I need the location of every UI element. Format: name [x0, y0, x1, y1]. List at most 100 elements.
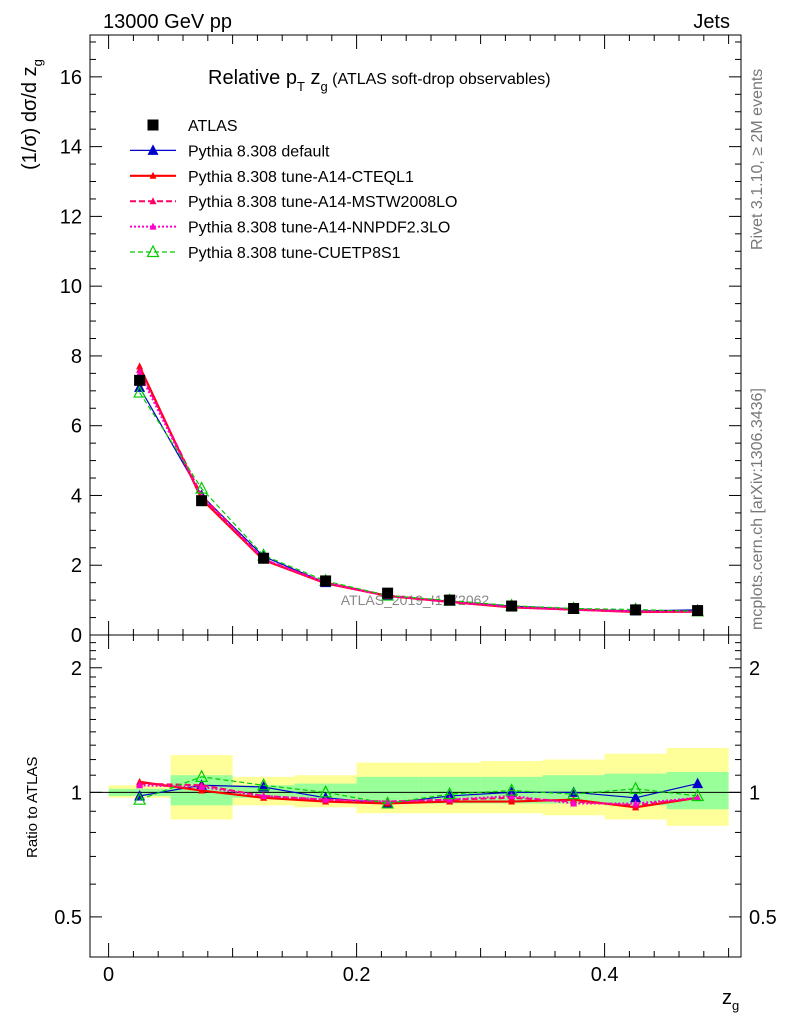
- point-cuetp8s1-9: [691, 788, 705, 802]
- point-default-9: [692, 777, 704, 789]
- main-y-axis-title-main: (1/σ) dσ/d z: [19, 66, 41, 170]
- panel-title-sub1: T: [297, 79, 305, 94]
- point-atlas-2: [258, 552, 270, 564]
- main-ytick-label: 0: [71, 625, 82, 647]
- main-ytick-label: 12: [60, 206, 82, 228]
- point-cuetp8s1-0: [133, 792, 147, 805]
- point-cuetp8s1-5: [443, 786, 457, 800]
- legend-label-cuetp8s1: Pythia 8.308 tune-CUETP8S1: [188, 245, 401, 262]
- ratio-ytick-label-right: 2: [749, 658, 760, 680]
- x-axis-title-main: z: [722, 987, 732, 1009]
- point-cuetp8s1-1: [195, 769, 209, 782]
- x-axis-title: zg: [722, 987, 739, 1013]
- point-default-2: [258, 781, 270, 792]
- point-atlas-9: [692, 605, 704, 617]
- point-cuetp8s1-7: [567, 786, 581, 800]
- legend-marker-atlas: [147, 119, 159, 131]
- ratio-ytick-label-right: 0.5: [749, 907, 777, 929]
- point-cuetp8s1-4: [381, 796, 395, 809]
- ratio-xtick-label: 0: [103, 964, 114, 986]
- x-axis-title-sub: g: [732, 998, 739, 1013]
- legend-marker-cuetp8s1: [146, 244, 160, 258]
- point-cuetp8s1-1: [195, 481, 209, 494]
- series-line-cteql1: [139, 780, 698, 809]
- main-ytick-label: 10: [60, 276, 82, 298]
- point-atlas-7: [568, 602, 580, 614]
- ratio-uncertainty-bands: [90, 747, 741, 826]
- main-ytick-label: 8: [71, 346, 82, 368]
- point-cuetp8s1-6: [505, 783, 519, 796]
- panel-title-main: Relative p: [208, 67, 297, 89]
- point-nnpdf-8: [632, 799, 640, 807]
- point-nnpdf-1: [198, 783, 206, 791]
- panel-title-rest: (ATLAS soft-drop observables): [328, 71, 551, 88]
- point-nnpdf-7: [570, 799, 578, 807]
- point-nnpdf-9: [694, 793, 702, 801]
- analysis-watermark: ATLAS_2019_I1772062: [341, 592, 490, 608]
- legend-label-nnpdf: Pythia 8.308 tune-A14-NNPDF2.3LO: [188, 220, 450, 237]
- point-atlas-5: [444, 594, 456, 606]
- point-cuetp8s1-3: [319, 785, 333, 798]
- point-cteql1-6: [508, 797, 516, 805]
- point-nnpdf-0: [136, 369, 144, 377]
- main-y-axis-title-sub: g: [30, 59, 45, 66]
- main-series-lines: [133, 362, 705, 617]
- ratio-frame: [89, 634, 742, 958]
- panel-title: Relative pT zg (ATLAS soft-drop observab…: [208, 67, 551, 94]
- series-line-nnpdf: [138, 372, 698, 613]
- ratio-ytick-label-left: 1: [71, 782, 82, 804]
- main-ytick-label: 14: [60, 137, 82, 159]
- panel-title-mid: z: [305, 67, 321, 89]
- point-cuetp8s1-0: [133, 385, 147, 398]
- ratio-series-lines: [133, 769, 705, 811]
- panel-title-sub2: g: [320, 79, 327, 94]
- legend-label-cteql1: Pythia 8.308 tune-A14-CTEQL1: [188, 169, 414, 186]
- point-default-6: [506, 786, 518, 797]
- ratio-xtick-label: 0.4: [591, 964, 619, 986]
- legend-marker-nnpdf: [149, 222, 157, 230]
- point-atlas-0: [134, 374, 146, 386]
- series-line-cuetp8s1: [139, 392, 698, 612]
- point-atlas-6: [506, 600, 518, 612]
- legend: ATLAS Pythia 8.308 default Pythia 8.308 tu…: [130, 118, 457, 262]
- point-atlas-1: [196, 495, 208, 507]
- main-ytick-label: 2: [71, 555, 82, 577]
- point-cteql1-1: [198, 786, 206, 794]
- main-ytick-label: 16: [60, 67, 82, 89]
- mcplots-label: mcplots.cern.ch [arXiv:1306.3436]: [749, 388, 766, 630]
- ratio-ytick-label-right: 1: [749, 782, 760, 804]
- series-line-cteql1: [138, 365, 698, 614]
- main-ytick-label: 4: [71, 485, 82, 507]
- point-nnpdf-3: [322, 795, 330, 803]
- point-cuetp8s1-2: [257, 777, 271, 791]
- header-process-label: Jets: [693, 11, 730, 33]
- legend-marker-cteql1: [149, 171, 157, 179]
- ratio-y-axis-title: Ratio to ATLAS: [24, 757, 41, 858]
- series-line-cuetp8s1: [139, 776, 698, 805]
- ratio-ytick-label-left: 2: [71, 658, 82, 680]
- legend-label-atlas: ATLAS: [188, 118, 238, 135]
- point-cuetp8s1-8: [629, 781, 643, 794]
- point-default-5: [444, 789, 456, 801]
- point-atlas-8: [630, 604, 642, 616]
- ratio-ytick-label-left: 0.5: [54, 907, 82, 929]
- ratio-xtick-label: 0.2: [343, 964, 371, 986]
- main-y-axis-title: (1/σ) dσ/d zg: [19, 59, 45, 170]
- legend-marker-mstw: [149, 197, 157, 205]
- legend-marker-default: [147, 144, 159, 155]
- point-nnpdf-0: [136, 781, 144, 789]
- legend-label-default: Pythia 8.308 default: [188, 143, 330, 160]
- series-line-mstw: [138, 369, 698, 613]
- point-atlas-3: [320, 575, 332, 587]
- point-atlas-4: [382, 587, 394, 599]
- main-ytick-label: 6: [71, 416, 82, 438]
- series-line-default: [139, 387, 698, 612]
- point-nnpdf-2: [260, 791, 268, 799]
- series-line-nnpdf: [139, 784, 698, 805]
- header-energy-label: 13000 GeV pp: [103, 11, 232, 33]
- rivet-version-label: Rivet 3.1.10, ≥ 2M events: [749, 69, 766, 250]
- point-default-8: [630, 791, 642, 803]
- legend-label-mstw: Pythia 8.308 tune-A14-MSTW2008LO: [188, 194, 457, 211]
